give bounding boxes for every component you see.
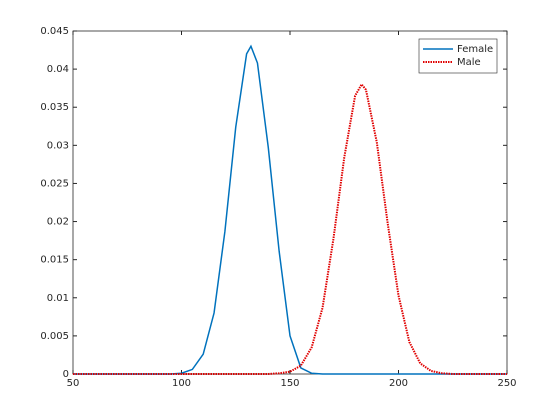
- legend-box: [418, 38, 498, 74]
- plot-area: [72, 30, 508, 375]
- y-tick-label: 0.015: [40, 255, 69, 266]
- y-tick-label: 0.03: [47, 140, 69, 151]
- x-tick-label: 150: [280, 378, 299, 389]
- y-tick-label: 0: [63, 369, 69, 380]
- y-tick-label: 0.005: [40, 331, 69, 342]
- y-tick-label: 0.035: [40, 102, 69, 113]
- y-tick-label: 0.025: [40, 178, 69, 189]
- x-tick-label: 200: [389, 378, 408, 389]
- y-tick-label: 0.045: [40, 26, 69, 37]
- y-tick-label: 0.04: [47, 64, 69, 75]
- x-tick-label: 250: [497, 378, 516, 389]
- y-tick-label: 0.02: [47, 217, 69, 228]
- x-tick-label: 100: [172, 378, 191, 389]
- legend-label: Male: [457, 57, 481, 68]
- x-tick-label: 50: [67, 378, 80, 389]
- y-tick-label: 0.01: [47, 293, 69, 304]
- legend-label: Female: [457, 44, 493, 55]
- line: [73, 44, 507, 375]
- line: [73, 82, 507, 375]
